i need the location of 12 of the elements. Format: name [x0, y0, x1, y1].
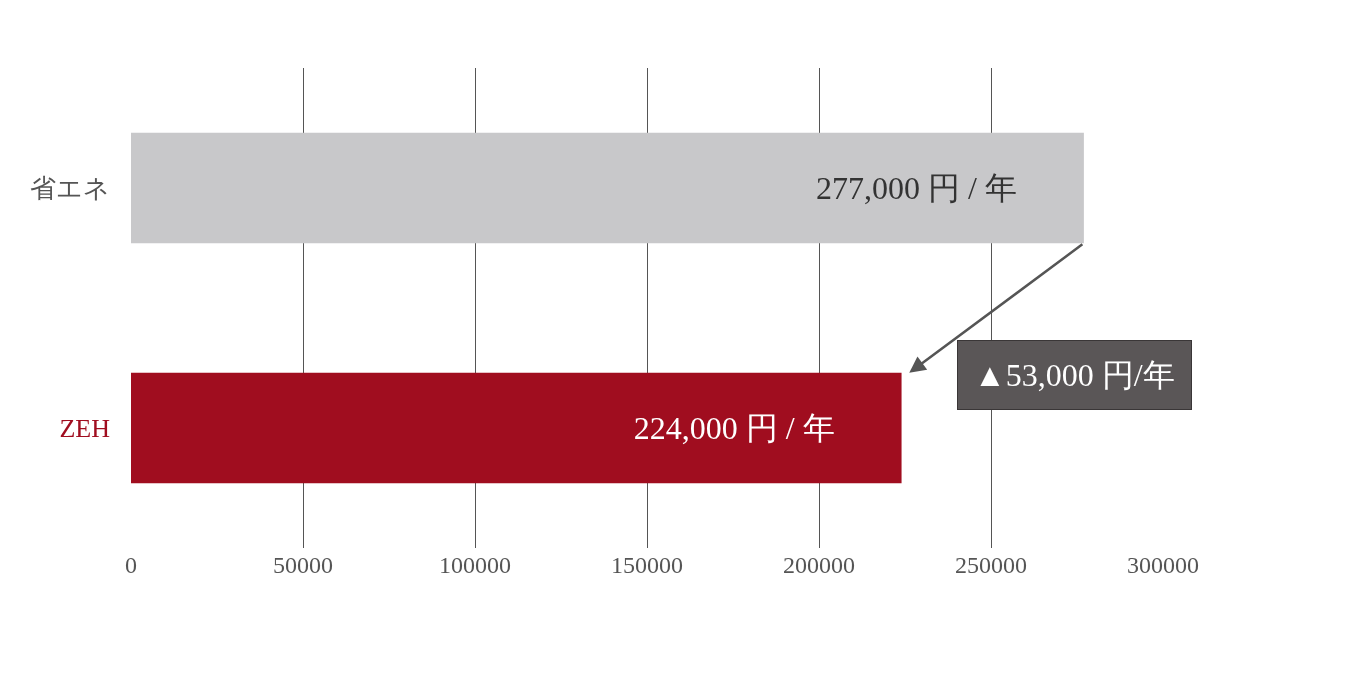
y-tick-label: ZEH	[59, 414, 111, 444]
x-tick-label: 150000	[611, 552, 683, 578]
x-tick-label: 250000	[955, 552, 1027, 578]
x-tick-label: 200000	[783, 552, 855, 578]
x-tick-label: 0	[125, 552, 137, 578]
data-label: 277,000 円 / 年	[815, 170, 1081, 206]
annotation: ▲53,000 円/年	[974, 357, 1175, 393]
x-tick-label: 50000	[273, 552, 333, 578]
x-tick-label: 300000	[1127, 552, 1199, 578]
x-tick-label: 100000	[439, 552, 511, 578]
data-label: 224,000 円 / 年	[633, 410, 899, 446]
y-tick-label: 省エネ	[30, 174, 110, 204]
